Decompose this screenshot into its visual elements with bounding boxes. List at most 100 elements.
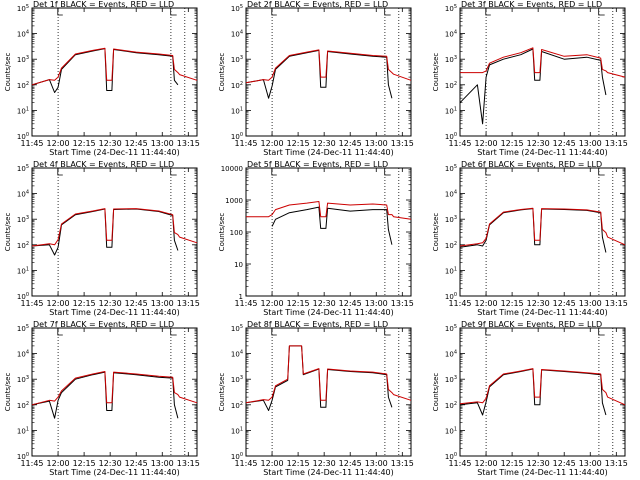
y-tick-label: 101 — [17, 426, 29, 435]
x-tick-label: 12:45 — [553, 139, 576, 148]
x-tick-label: 12:30 — [527, 299, 550, 308]
marker-bracket — [598, 328, 605, 336]
series-line-lld — [31, 371, 198, 406]
x-tick-label: 12:15 — [287, 139, 310, 148]
y-axis-label: Counts/sec — [432, 373, 440, 412]
y-tick-label: 102 — [17, 241, 29, 250]
y-tick-label: 102 — [17, 401, 29, 410]
y-tick-label: 103 — [445, 215, 457, 224]
x-tick-label: 13:00 — [365, 299, 388, 308]
x-tick-label: 11:45 — [448, 299, 471, 308]
x-tick-label: 12:00 — [47, 299, 70, 308]
x-tick-label: 13:15 — [177, 299, 200, 308]
x-tick-label: 13:15 — [605, 459, 628, 468]
y-tick-label: 100 — [17, 132, 29, 141]
marker-bracket — [170, 328, 177, 336]
x-tick-label: 12:45 — [339, 139, 362, 148]
y-tick-label: 102 — [445, 241, 457, 250]
x-tick-label: 11:45 — [20, 459, 43, 468]
x-tick-label: 13:00 — [151, 459, 174, 468]
x-tick-label: 12:00 — [47, 459, 70, 468]
chart-title: Det 3f BLACK = Events, RED = LLD — [461, 0, 602, 9]
chart-title: Det 4f BLACK = Events, RED = LLD — [33, 160, 174, 169]
y-tick-label: 102 — [445, 401, 457, 410]
x-tick-label: 13:15 — [391, 299, 414, 308]
y-axis-label: Counts/sec — [4, 373, 12, 412]
y-tick-label: 103 — [445, 55, 457, 64]
y-tick-label: 104 — [231, 350, 243, 359]
y-tick-label: 103 — [231, 55, 243, 64]
chart-title: Det 6f BLACK = Events, RED = LLD — [461, 160, 602, 169]
y-tick-label: 104 — [17, 30, 29, 39]
x-tick-label: 12:30 — [527, 139, 550, 148]
chart-panel: Det 1f BLACK = Events, RED = LLD 11:45 12:… — [4, 0, 200, 157]
chart-panel: Det 9f BLACK = Events, RED = LLD 11:45 12:… — [432, 320, 628, 477]
chart-title: Det 2f BLACK = Events, RED = LLD — [247, 0, 388, 9]
x-tick-label: 12:00 — [261, 139, 284, 148]
y-tick-label: 100 — [445, 292, 457, 301]
y-axis-label: Counts/sec — [218, 53, 226, 92]
chart-title: Det 7f BLACK = Events, RED = LLD — [33, 320, 174, 329]
y-tick-label: 102 — [231, 81, 243, 90]
x-tick-label: 12:00 — [475, 139, 498, 148]
y-tick-label: 105 — [445, 164, 457, 173]
y-tick-label: 104 — [231, 30, 243, 39]
x-tick-label: 13:00 — [151, 139, 174, 148]
x-tick-label: 12:00 — [475, 299, 498, 308]
y-tick-label: 104 — [445, 30, 457, 39]
y-tick-label: 102 — [17, 81, 29, 90]
plot-frame — [245, 7, 412, 137]
x-tick-label: 13:00 — [579, 459, 602, 468]
x-axis-label: Start Time (24-Dec-11 11:44:40) — [263, 468, 394, 477]
x-tick-label: 12:30 — [99, 459, 122, 468]
x-tick-label: 12:45 — [125, 459, 148, 468]
plot-frame — [31, 7, 198, 137]
series-line-lld — [31, 208, 198, 247]
chart-title: Det 9f BLACK = Events, RED = LLD — [461, 320, 602, 329]
chart-title: Det 8f BLACK = Events, RED = LLD — [247, 320, 388, 329]
y-axis-label: Counts/sec — [4, 53, 12, 92]
y-tick-label: 100 — [17, 292, 29, 301]
y-tick-label: 103 — [17, 375, 29, 384]
y-tick-label: 100 — [445, 132, 457, 141]
marker-bracket — [170, 168, 177, 176]
x-tick-label: 11:45 — [20, 299, 43, 308]
x-tick-label: 12:45 — [125, 139, 148, 148]
series-line-lld — [246, 201, 412, 220]
series-line-events — [271, 206, 393, 245]
y-axis-label: Counts/sec — [4, 213, 12, 252]
x-tick-label: 13:00 — [579, 139, 602, 148]
y-tick-label: 103 — [445, 375, 457, 384]
x-tick-label: 13:00 — [151, 299, 174, 308]
y-axis-label: Counts/sec — [218, 373, 226, 412]
marker-bracket — [384, 8, 391, 16]
y-tick-label: 101 — [231, 426, 243, 435]
chart-panel: Det 4f BLACK = Events, RED = LLD 11:45 12:… — [4, 160, 200, 317]
y-tick-label: 103 — [17, 215, 29, 224]
y-tick-label: 101 — [445, 266, 457, 275]
series-line-events — [245, 345, 393, 411]
y-tick-label: 101 — [445, 106, 457, 115]
x-axis-label: Start Time (24-Dec-11 11:44:40) — [49, 468, 180, 477]
x-axis-label: Start Time (24-Dec-11 11:44:40) — [49, 148, 180, 157]
x-tick-label: 12:45 — [553, 459, 576, 468]
x-tick-label: 13:00 — [365, 459, 388, 468]
y-tick-label: 10000 — [221, 165, 243, 173]
chart-panel: Det 6f BLACK = Events, RED = LLD 11:45 12:… — [432, 160, 628, 317]
y-tick-label: 105 — [17, 324, 29, 333]
chart-title: Det 1f BLACK = Events, RED = LLD — [33, 0, 174, 9]
series-line-lld — [459, 368, 626, 406]
chart-panel: Det 5f BLACK = Events, RED = LLD 11:45 12:… — [218, 160, 414, 317]
y-tick-label: 1000 — [225, 197, 243, 205]
x-tick-label: 12:30 — [99, 299, 122, 308]
x-tick-label: 12:00 — [47, 139, 70, 148]
chart-panel: Det 3f BLACK = Events, RED = LLD 11:45 12:… — [432, 0, 628, 157]
x-tick-label: 12:15 — [73, 459, 96, 468]
y-tick-label: 1 — [239, 293, 243, 301]
y-tick-label: 101 — [445, 426, 457, 435]
x-tick-label: 12:15 — [501, 139, 524, 148]
x-tick-label: 11:45 — [234, 139, 257, 148]
x-tick-label: 13:00 — [579, 299, 602, 308]
x-tick-label: 12:45 — [553, 299, 576, 308]
